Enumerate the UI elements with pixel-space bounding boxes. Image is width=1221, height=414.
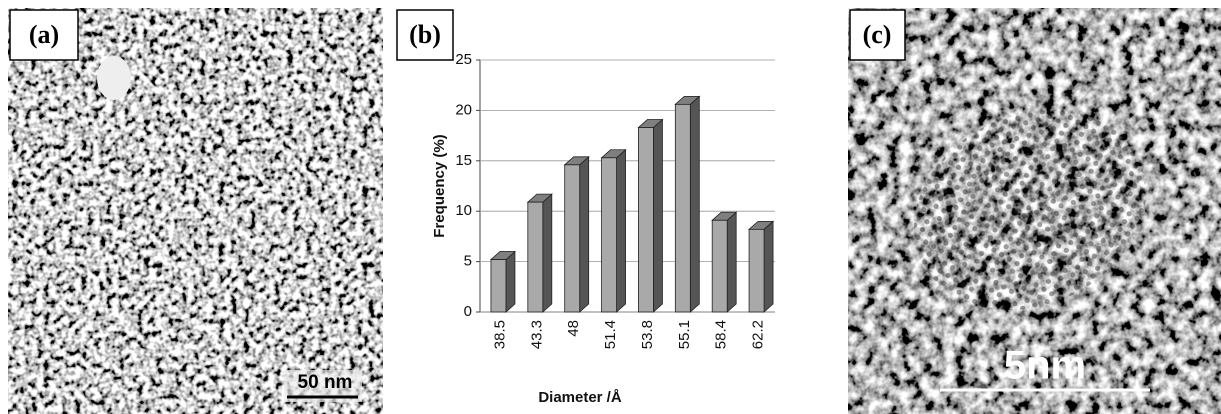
y-axis-label: Frequency (%) [431, 134, 448, 237]
x-tick-label: 38.5 [491, 320, 508, 349]
bar-side [689, 95, 700, 313]
x-tick-label: 43.3 [528, 320, 545, 349]
y-tick-label: 10 [455, 202, 472, 219]
y-tick-label: 20 [455, 101, 472, 118]
bar-side [505, 250, 516, 313]
bar-side [542, 193, 553, 313]
bar-side [579, 155, 590, 313]
bar [711, 219, 728, 313]
bar-side [726, 211, 737, 313]
scale-bar-label: 50 nm [298, 372, 353, 393]
panel-label: (b) [409, 20, 441, 49]
x-tick-label: 55.1 [676, 320, 693, 349]
panel-a: (a) 50 nm [8, 8, 383, 414]
panel-b: (b) Diameter /Å Frequency (%) 0 5 10 15 20 25… [396, 9, 775, 406]
panel-label: (a) [29, 20, 59, 49]
bar [527, 201, 544, 313]
x-tick-label: 48 [565, 320, 582, 337]
image-feature [97, 56, 131, 100]
bar-side [616, 148, 626, 313]
bar [564, 164, 581, 313]
panel-c: (c) 5nm [848, 8, 1221, 414]
x-tick-label: 62.2 [750, 320, 767, 349]
y-tick-label: 5 [464, 253, 472, 270]
y-tick-label: 15 [455, 152, 472, 169]
tem-image [8, 8, 383, 414]
label-box [396, 9, 454, 61]
bar-side [653, 118, 663, 313]
x-tick-label: 53.8 [639, 320, 656, 349]
lattice [914, 110, 1146, 310]
x-tick-label: 58.4 [713, 320, 730, 349]
panel-label: (c) [863, 20, 892, 49]
x-axis-label: Diameter /Å [538, 389, 622, 406]
scale-bar-label: 5nm [1004, 344, 1086, 388]
x-tick-label: 51.4 [602, 320, 619, 349]
bar [601, 157, 617, 313]
y-tick-label: 0 [464, 303, 472, 320]
label-box [849, 9, 906, 61]
label-box [9, 9, 79, 61]
bar [674, 103, 691, 313]
bar [490, 259, 507, 313]
bar [638, 127, 654, 313]
y-tick-label: 25 [455, 51, 472, 68]
bar [748, 228, 765, 313]
bar-side [763, 220, 774, 313]
